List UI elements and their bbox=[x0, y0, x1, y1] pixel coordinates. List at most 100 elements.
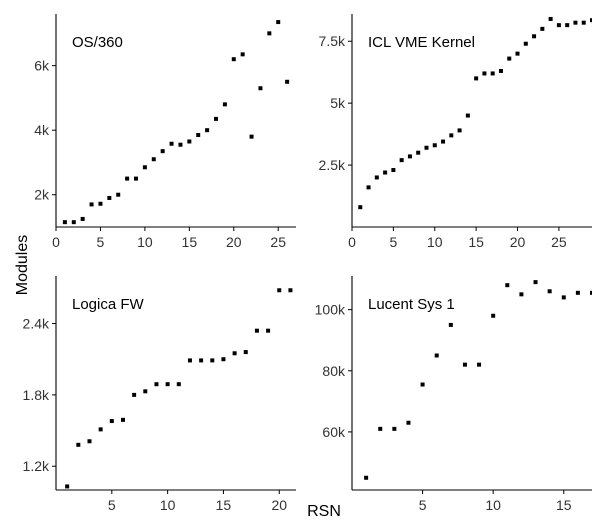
data-point bbox=[76, 442, 81, 447]
data-point bbox=[125, 176, 130, 181]
data-point bbox=[366, 185, 371, 190]
data-point bbox=[277, 288, 282, 293]
data-point bbox=[89, 202, 94, 207]
data-point bbox=[249, 134, 254, 139]
panel-3: Logica FW 5 10 15 20 1.2k 1.8k 2.4k bbox=[23, 276, 296, 513]
data-point bbox=[196, 133, 201, 138]
data-point bbox=[556, 23, 561, 28]
data-point bbox=[221, 357, 226, 362]
data-point bbox=[434, 353, 439, 358]
y-tick-label: 80k bbox=[322, 363, 346, 379]
data-point bbox=[416, 150, 421, 155]
data-point bbox=[573, 20, 578, 25]
data-point bbox=[142, 165, 147, 170]
x-tick-label: 10 bbox=[427, 234, 443, 250]
y-tick-label: 2.4k bbox=[23, 316, 50, 332]
x-tick-label: 15 bbox=[182, 234, 198, 250]
data-point bbox=[590, 290, 592, 295]
data-point bbox=[276, 20, 281, 25]
data-point bbox=[482, 71, 487, 76]
data-point bbox=[267, 31, 272, 36]
panel-title: ICL VME Kernel bbox=[368, 34, 475, 51]
data-point bbox=[222, 102, 227, 107]
panel-title: Logica FW bbox=[72, 296, 145, 313]
data-point bbox=[383, 170, 388, 175]
data-point bbox=[165, 382, 170, 387]
data-point bbox=[71, 220, 76, 225]
x-axis-title: RSN bbox=[307, 503, 341, 520]
data-point bbox=[116, 192, 121, 197]
y-tick-label: 2.5k bbox=[319, 157, 346, 173]
data-point bbox=[87, 439, 92, 444]
data-point bbox=[258, 86, 263, 91]
data-point bbox=[547, 289, 552, 294]
x-tick-label: 10 bbox=[137, 234, 153, 250]
data-point bbox=[392, 426, 397, 431]
x-tick-label: 15 bbox=[468, 234, 484, 250]
data-point bbox=[132, 392, 137, 397]
data-point bbox=[449, 133, 454, 138]
data-point bbox=[266, 328, 271, 333]
y-tick-label: 100k bbox=[315, 302, 346, 318]
x-tick-label: 5 bbox=[97, 234, 105, 250]
data-point bbox=[240, 52, 245, 57]
data-point bbox=[523, 41, 528, 46]
data-point bbox=[187, 358, 192, 363]
y-tick-label: 4k bbox=[34, 122, 50, 138]
x-tick-label: 25 bbox=[270, 234, 286, 250]
data-point bbox=[199, 358, 204, 363]
data-point bbox=[391, 168, 396, 173]
data-point bbox=[98, 427, 103, 432]
data-point bbox=[498, 68, 503, 73]
data-point bbox=[80, 216, 85, 221]
data-point bbox=[581, 20, 586, 25]
data-point bbox=[288, 288, 293, 293]
data-point bbox=[532, 34, 537, 39]
data-point bbox=[441, 139, 446, 144]
x-tick-label: 0 bbox=[348, 234, 356, 250]
y-tick-label: 5k bbox=[330, 95, 346, 111]
x-tick-label: 5 bbox=[419, 497, 427, 513]
y-axis-title: Modules bbox=[14, 235, 31, 295]
data-point bbox=[477, 362, 482, 367]
panel-title: OS/360 bbox=[72, 34, 123, 51]
x-tick-label: 5 bbox=[389, 234, 397, 250]
data-point bbox=[406, 420, 411, 425]
panel-1: OS/360 0 5 10 15 20 25 2k 4k 6k bbox=[34, 14, 296, 250]
data-point bbox=[420, 382, 425, 387]
data-point bbox=[143, 389, 148, 394]
data-point bbox=[160, 149, 165, 154]
x-tick-label: 20 bbox=[271, 497, 287, 513]
data-point bbox=[154, 382, 159, 387]
y-tick-label: 6k bbox=[34, 58, 50, 74]
panel-title: Lucent Sys 1 bbox=[368, 296, 455, 313]
data-point bbox=[107, 195, 112, 200]
data-point bbox=[457, 128, 462, 133]
data-point bbox=[533, 280, 538, 285]
data-point bbox=[232, 351, 237, 356]
data-point bbox=[214, 116, 218, 121]
data-point bbox=[98, 201, 103, 206]
data-point bbox=[231, 57, 236, 62]
data-point bbox=[243, 350, 248, 355]
data-point bbox=[65, 484, 70, 489]
data-point bbox=[540, 26, 545, 31]
data-point bbox=[590, 18, 592, 23]
x-tick-label: 15 bbox=[216, 497, 232, 513]
y-tick-label: 7.5k bbox=[319, 33, 346, 49]
panel-4: Lucent Sys 1 5 10 15 60k 80k 100k bbox=[315, 276, 592, 513]
y-tick-label: 60k bbox=[322, 424, 346, 440]
data-point bbox=[169, 141, 174, 146]
y-tick-label: 1.2k bbox=[23, 458, 50, 474]
x-tick-label: 15 bbox=[556, 497, 572, 513]
data-point bbox=[491, 313, 496, 318]
data-point bbox=[490, 71, 495, 76]
data-point bbox=[474, 76, 479, 81]
data-point bbox=[187, 139, 192, 144]
data-point bbox=[399, 158, 404, 163]
x-tick-label: 10 bbox=[485, 497, 501, 513]
y-tick-label: 2k bbox=[34, 187, 50, 203]
y-tick-label: 1.8k bbox=[23, 387, 50, 403]
data-point bbox=[62, 220, 67, 225]
